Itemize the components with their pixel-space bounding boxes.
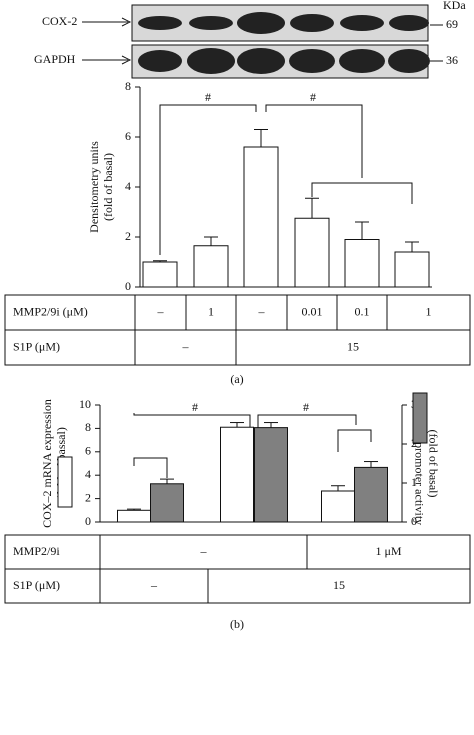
tick-label: 2 — [85, 490, 91, 504]
tick-label: 6 — [125, 129, 131, 143]
annotation: # — [310, 90, 316, 104]
tick-label: 0 — [85, 514, 91, 528]
y2-axis-label: (fold of basal) — [426, 430, 440, 498]
row-label: S1P (μM) — [13, 578, 60, 592]
cell: 1 — [426, 304, 432, 318]
bar — [294, 217, 330, 288]
tick-label: 6 — [85, 444, 91, 458]
size: 69 — [446, 17, 458, 31]
tick-label: 4 — [125, 179, 131, 193]
legend-swatch — [57, 456, 73, 508]
caption: (b) — [230, 617, 244, 631]
bar — [344, 239, 380, 288]
tick-label: 8 — [125, 79, 131, 93]
bar — [394, 251, 430, 288]
bar — [354, 466, 388, 523]
cell: 0.1 — [355, 304, 370, 318]
cell: – — [200, 544, 208, 558]
annotation: # — [205, 90, 211, 104]
tick-label: 8 — [85, 420, 91, 434]
row-label: MMP2/9i (μM) — [13, 304, 88, 318]
table-row — [4, 568, 471, 604]
bar — [150, 483, 184, 523]
y-axis-label: Densitometry units — [87, 141, 101, 233]
row-label: MMP2/9i — [13, 544, 60, 558]
blot-label: GAPDH — [34, 52, 76, 66]
caption: (a) — [230, 372, 243, 386]
bar — [321, 490, 355, 523]
tick-label: 1 — [411, 475, 417, 489]
cell: – — [182, 339, 190, 353]
legend-swatch — [412, 392, 428, 444]
annotation: # — [303, 400, 309, 414]
y-axis-label: COX–2 mRNA expression — [40, 399, 54, 528]
kda: KDa — [443, 0, 466, 12]
tick-label: 2 — [125, 229, 131, 243]
bar — [193, 245, 229, 288]
cell: – — [150, 578, 158, 592]
bar — [243, 146, 279, 288]
annotation: # — [192, 400, 198, 414]
cell: 1 μM — [375, 544, 401, 558]
tick-label: 0 — [411, 514, 417, 528]
bar — [254, 427, 288, 523]
cell: 15 — [347, 339, 359, 353]
row-label: S1P (μM) — [13, 339, 60, 353]
table-row — [4, 329, 471, 366]
cell: 0.01 — [302, 304, 323, 318]
size: 36 — [446, 53, 458, 67]
bar — [220, 426, 254, 523]
tick-label: 4 — [85, 467, 91, 481]
bands — [138, 12, 430, 74]
cell: 1 — [208, 304, 214, 318]
blot-label: COX-2 — [42, 14, 77, 28]
bar — [117, 509, 151, 523]
cell: 15 — [333, 578, 345, 592]
y-axis-label: (fold of basal) — [101, 153, 115, 221]
tick-label: 0 — [125, 279, 131, 293]
cell: – — [258, 304, 266, 318]
tick-label: 10 — [79, 397, 91, 411]
cell: – — [157, 304, 165, 318]
bar — [142, 261, 178, 288]
